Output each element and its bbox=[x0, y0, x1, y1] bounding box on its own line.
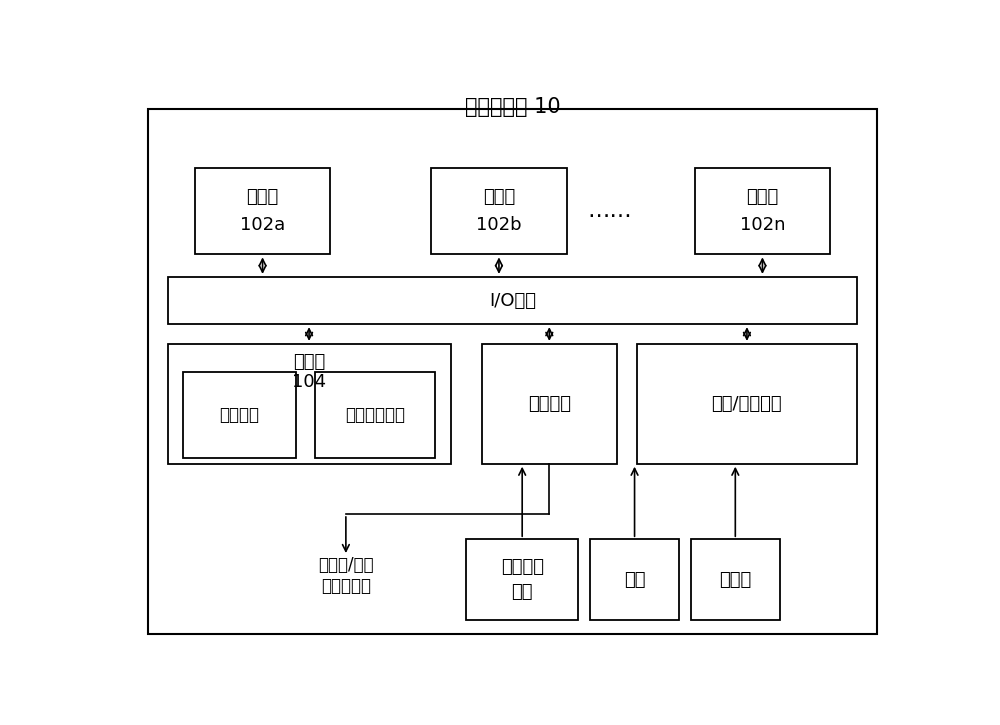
Text: 102n: 102n bbox=[740, 216, 785, 234]
Text: 显示器: 显示器 bbox=[719, 571, 751, 589]
Bar bbox=[695, 168, 830, 254]
Text: 有线和/或无: 有线和/或无 bbox=[318, 556, 374, 574]
Text: 光标控制: 光标控制 bbox=[501, 558, 544, 576]
Text: 输入/输出接口: 输入/输出接口 bbox=[712, 395, 782, 413]
Text: 计算机终端 10: 计算机终端 10 bbox=[465, 96, 560, 117]
Text: 数据存储装置: 数据存储装置 bbox=[345, 406, 405, 424]
Text: 104: 104 bbox=[292, 373, 326, 391]
Text: 存储器: 存储器 bbox=[293, 352, 325, 370]
Bar bbox=[431, 168, 567, 254]
Text: 处理器: 处理器 bbox=[483, 188, 515, 206]
Bar bbox=[183, 372, 296, 458]
Text: 处理器: 处理器 bbox=[246, 188, 279, 206]
Bar bbox=[482, 344, 617, 464]
Text: ……: …… bbox=[587, 201, 632, 221]
Bar bbox=[168, 344, 450, 464]
Text: I/O接口: I/O接口 bbox=[489, 291, 536, 310]
Bar bbox=[195, 168, 330, 254]
Text: 设备: 设备 bbox=[511, 583, 533, 601]
Text: 102b: 102b bbox=[476, 216, 522, 234]
Text: 线网络连接: 线网络连接 bbox=[321, 576, 371, 594]
Text: 网络接口: 网络接口 bbox=[528, 395, 571, 413]
Bar bbox=[168, 277, 857, 324]
Bar bbox=[691, 539, 780, 620]
Text: 键盘: 键盘 bbox=[624, 571, 645, 589]
Bar bbox=[637, 344, 857, 464]
Bar bbox=[315, 372, 435, 458]
Bar bbox=[466, 539, 578, 620]
Text: 102a: 102a bbox=[240, 216, 285, 234]
Text: 程序指令: 程序指令 bbox=[219, 406, 259, 424]
Text: 处理器: 处理器 bbox=[746, 188, 779, 206]
Bar bbox=[590, 539, 679, 620]
